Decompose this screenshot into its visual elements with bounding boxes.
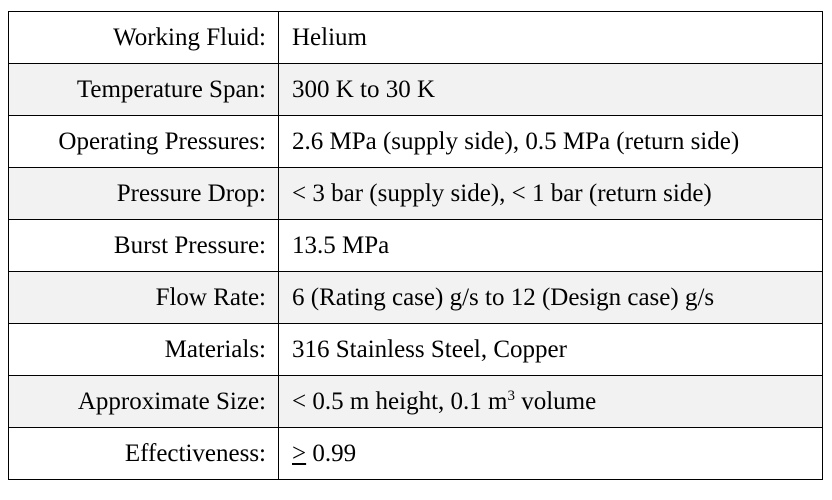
table-row: Temperature Span: 300 K to 30 K: [8, 63, 823, 116]
effectiveness-value: 0.99: [306, 440, 357, 467]
table-row: Approximate Size: < 0.5 m height, 0.1 m3…: [8, 375, 823, 428]
row-label: Temperature Span:: [8, 63, 279, 116]
table-row: Operating Pressures: 2.6 MPa (supply sid…: [8, 115, 823, 168]
table-row: Flow Rate: 6 (Rating case) g/s to 12 (De…: [8, 271, 823, 324]
cubic-superscript: 3: [507, 388, 515, 404]
row-value: 300 K to 30 K: [278, 63, 823, 116]
row-label: Effectiveness:: [8, 427, 279, 480]
table-row: Burst Pressure: 13.5 MPa: [8, 219, 823, 272]
row-label: Pressure Drop:: [8, 167, 279, 220]
row-label: Approximate Size:: [8, 375, 279, 428]
row-value: < 3 bar (supply side), < 1 bar (return s…: [278, 167, 823, 220]
row-label: Working Fluid:: [8, 11, 279, 64]
size-text: < 0.5 m height, 0.1 m: [292, 388, 508, 415]
spec-table: Working Fluid: Helium Temperature Span: …: [8, 11, 823, 480]
row-label: Materials:: [8, 323, 279, 376]
row-label: Operating Pressures:: [8, 115, 279, 168]
row-value: 13.5 MPa: [278, 219, 823, 272]
row-value: > 0.99: [278, 427, 823, 480]
row-value: 316 Stainless Steel, Copper: [278, 323, 823, 376]
table-row: Working Fluid: Helium: [8, 11, 823, 64]
row-value: 6 (Rating case) g/s to 12 (Design case) …: [278, 271, 823, 324]
row-value: 2.6 MPa (supply side), 0.5 MPa (return s…: [278, 115, 823, 168]
row-value: < 0.5 m height, 0.1 m3 volume: [278, 375, 823, 428]
table-row: Materials: 316 Stainless Steel, Copper: [8, 323, 823, 376]
row-label: Burst Pressure:: [8, 219, 279, 272]
size-unit-text: volume: [514, 388, 597, 415]
row-label: Flow Rate:: [8, 271, 279, 324]
row-value: Helium: [278, 11, 823, 64]
table-row: Effectiveness: > 0.99: [8, 427, 823, 480]
greater-equal-symbol: >: [292, 440, 307, 467]
table-row: Pressure Drop: < 3 bar (supply side), < …: [8, 167, 823, 220]
